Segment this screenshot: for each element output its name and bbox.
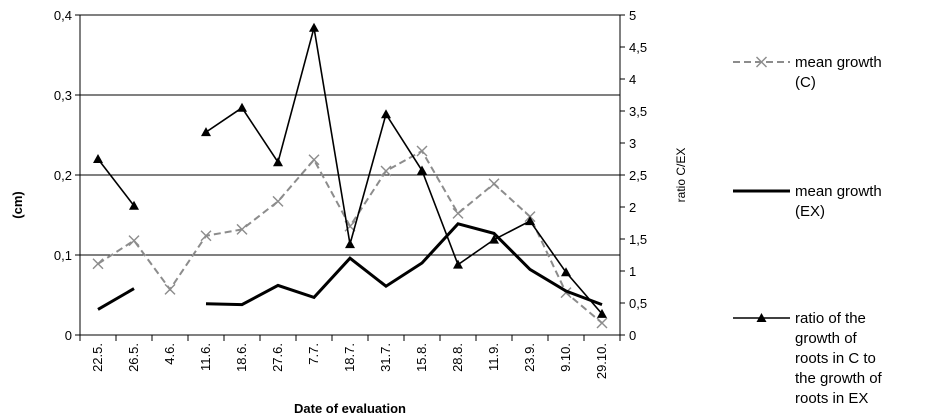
y2-tick-label: 5	[629, 8, 636, 23]
x-tick-label: 31.7.	[378, 343, 393, 372]
y-tick-label: 0	[65, 328, 72, 343]
y-tick-label: 0,3	[54, 88, 72, 103]
y2-tick-label: 4,5	[629, 40, 647, 55]
x-tick-label: 11.9.	[486, 343, 501, 371]
x-tick-label: 23.9.	[522, 343, 537, 372]
x-tick-label: 18.6.	[234, 343, 249, 372]
x-axis-title: Date of evaluation	[294, 401, 406, 416]
y2-tick-label: 3	[629, 136, 636, 151]
legend-label: mean growth	[795, 183, 882, 200]
y2-axis-title: ratio C/EX	[674, 148, 688, 203]
legend-label: roots in C to	[795, 350, 876, 367]
y2-tick-label: 0	[629, 328, 636, 343]
x-tick-label: 7.7.	[306, 343, 321, 365]
legend-label: the growth of	[795, 370, 883, 387]
y2-tick-label: 1,5	[629, 232, 647, 247]
x-tick-label: 26.5.	[126, 343, 141, 372]
y-tick-label: 0,1	[54, 248, 72, 263]
y2-tick-label: 2	[629, 200, 636, 215]
legend-label: mean growth	[795, 54, 882, 71]
legend-label: (C)	[795, 74, 816, 91]
x-tick-label: 4.6.	[162, 343, 177, 365]
x-tick-label: 15.8.	[414, 343, 429, 372]
x-tick-label: 11.6.	[198, 343, 213, 371]
y-axis-title: (cm)	[10, 191, 25, 218]
legend-label: ratio of the	[795, 310, 866, 327]
y2-tick-label: 0,5	[629, 296, 647, 311]
x-tick-label: 27.6.	[270, 343, 285, 372]
y2-tick-label: 1	[629, 264, 636, 279]
x-tick-label: 28.8.	[450, 343, 465, 372]
x-tick-label: 9.10.	[558, 343, 573, 372]
y2-tick-label: 4	[629, 72, 636, 87]
y2-tick-label: 3,5	[629, 104, 647, 119]
legend-label: growth of	[795, 330, 858, 347]
x-tick-label: 22.5.	[90, 343, 105, 372]
x-tick-label: 29.10.	[594, 343, 609, 379]
y-tick-label: 0,4	[54, 8, 72, 23]
y2-tick-label: 2,5	[629, 168, 647, 183]
legend-label: (EX)	[795, 203, 825, 220]
x-tick-label: 18.7.	[342, 343, 357, 372]
y-tick-label: 0,2	[54, 168, 72, 183]
legend-label: roots in EX	[795, 390, 868, 407]
